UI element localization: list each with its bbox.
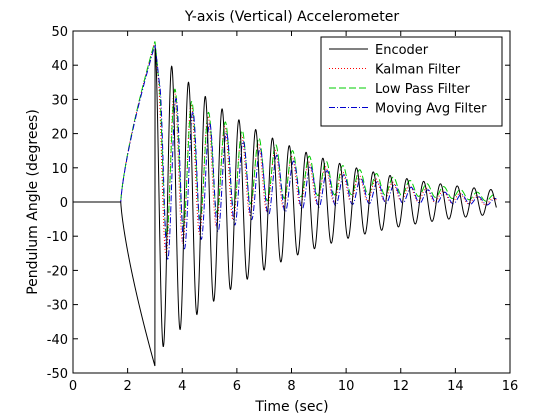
y-tick-label: -20 — [47, 264, 68, 279]
x-axis-title: Time (sec) — [254, 399, 328, 415]
ticks-layer: 0 2 4 6 8 10 12 14 16 -50 -40 -30 -20 -10 0 10 20 30 40 50 — [47, 25, 519, 394]
legend-items: Encoder Kalman Filter Low Pass Filter Movin… — [329, 43, 487, 117]
series-line — [73, 41, 497, 237]
chart-title: Y-axis (Vertical) Accelerometer — [184, 9, 399, 25]
y-tick-label: -30 — [47, 299, 68, 314]
legend-label: Moving Avg Filter — [375, 102, 487, 117]
legend-label: Kalman Filter — [375, 63, 461, 78]
legend: Encoder Kalman Filter Low Pass Filter Movin… — [320, 36, 503, 127]
x-tick-label: 8 — [287, 379, 295, 394]
y-tick-label: -10 — [47, 230, 68, 245]
series-line — [73, 48, 497, 367]
x-tick-label: 14 — [447, 379, 464, 394]
legend-label: Encoder — [375, 43, 429, 58]
y-tick-label: 10 — [51, 162, 68, 177]
x-tick-label: 12 — [392, 379, 409, 394]
x-tick-label: 10 — [338, 379, 355, 394]
x-tick-label: 16 — [502, 379, 519, 394]
series-line — [73, 44, 497, 261]
x-tick-label: 4 — [178, 379, 186, 394]
y-tick-label: 30 — [51, 93, 68, 108]
y-tick-label: -40 — [47, 333, 68, 348]
y-tick-label: 0 — [60, 196, 68, 211]
series-layer — [73, 41, 497, 367]
y-tick-label: 40 — [51, 59, 68, 74]
legend-box — [320, 36, 503, 127]
series-line — [73, 41, 497, 256]
x-tick-label: 6 — [233, 379, 241, 394]
x-tick-label: 2 — [123, 379, 131, 394]
y-axis-title: Pendulum Angle (degrees) — [25, 109, 41, 295]
y-tick-label: -50 — [47, 367, 68, 382]
x-tick-label: 0 — [69, 379, 77, 394]
y-tick-label: 50 — [51, 25, 68, 40]
y-tick-label: 20 — [51, 128, 68, 143]
legend-label: Low Pass Filter — [375, 82, 470, 97]
